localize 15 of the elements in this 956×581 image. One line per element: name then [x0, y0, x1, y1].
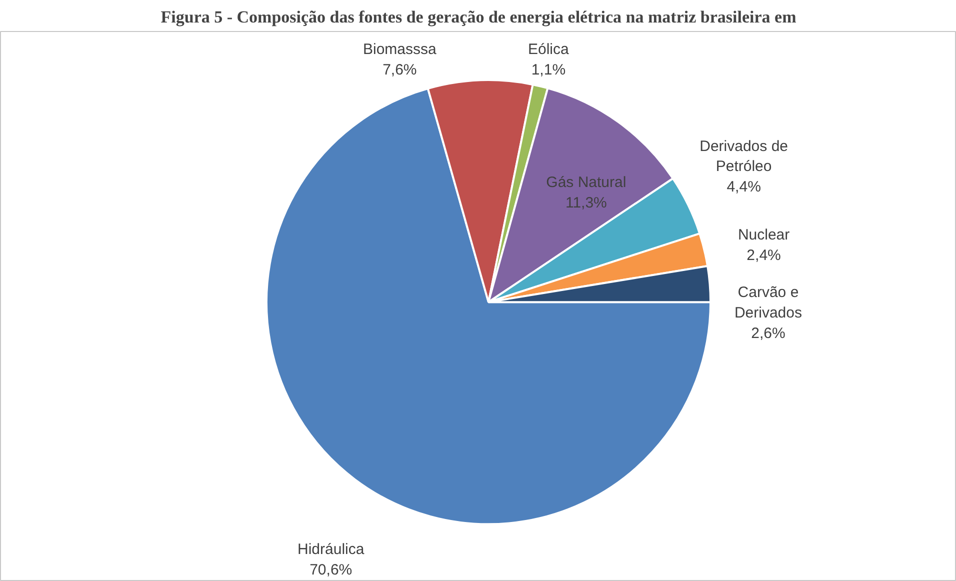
slice-label: Gás Natural [546, 174, 626, 192]
chart-title: Figura 5 - Composição das fontes de geração de energia elétrica na matriz brasileira em [160, 8, 796, 26]
slice-label: Eólica [528, 40, 570, 58]
slice-label: Biomasssa [363, 40, 438, 58]
data-label: 2,4% [746, 247, 781, 264]
data-label: 11,3% [565, 194, 607, 212]
slice-label: Carvão e Derivados [734, 284, 802, 322]
data-label: 4,4% [726, 178, 761, 196]
data-label: 70,6% [310, 562, 352, 579]
slice-label: Derivados de Petróleo [700, 138, 788, 176]
slice-label: Nuclear [738, 226, 790, 244]
data-label: 2,6% [751, 324, 786, 342]
data-label: 1,1% [531, 61, 566, 78]
slice-label: Hidráulica [298, 541, 365, 558]
data-label: 7,6% [382, 61, 417, 78]
